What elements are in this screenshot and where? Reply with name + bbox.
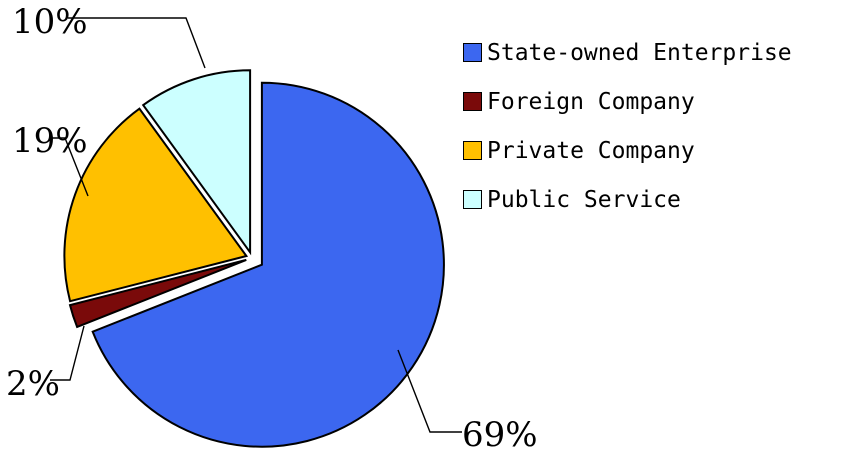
leader-line-foreign-company [50, 325, 85, 381]
legend-label-foreign-company: Foreign Company [487, 88, 695, 115]
legend-swatch-state-owned-enterprise [463, 43, 482, 62]
legend-label-state-owned-enterprise: State-owned Enterprise [487, 39, 792, 66]
data-labels: 10% 19% 2% 69% [6, 2, 538, 455]
leader-line-public-service [68, 17, 206, 69]
legend-swatch-foreign-company [463, 92, 482, 111]
legend: State-owned Enterprise Foreign Company P… [463, 28, 792, 224]
legend-label-public-service: Public Service [487, 186, 681, 213]
legend-label-private-company: Private Company [487, 137, 695, 164]
legend-item-public-service: Public Service [463, 175, 792, 224]
data-label-private-company: 19% [12, 121, 88, 161]
data-label-foreign-company: 2% [6, 364, 60, 404]
leader-line-private-company [52, 137, 89, 197]
leader-lines [50, 17, 462, 433]
pie-slice-public-service [141, 69, 252, 256]
leader-line-state-owned-enterprise [397, 349, 462, 433]
legend-item-state-owned-enterprise: State-owned Enterprise [463, 28, 792, 77]
data-label-state-owned-enterprise: 69% [462, 415, 538, 455]
pie-slice-private-company [63, 107, 249, 303]
legend-swatch-private-company [463, 141, 482, 160]
legend-item-foreign-company: Foreign Company [463, 77, 792, 126]
pie-slices [63, 69, 445, 448]
data-label-public-service: 10% [12, 2, 88, 42]
legend-swatch-public-service [463, 190, 482, 209]
pie-slice-state-owned-enterprise [91, 81, 445, 448]
pie-slice-foreign-company [68, 258, 247, 329]
legend-item-private-company: Private Company [463, 126, 792, 175]
